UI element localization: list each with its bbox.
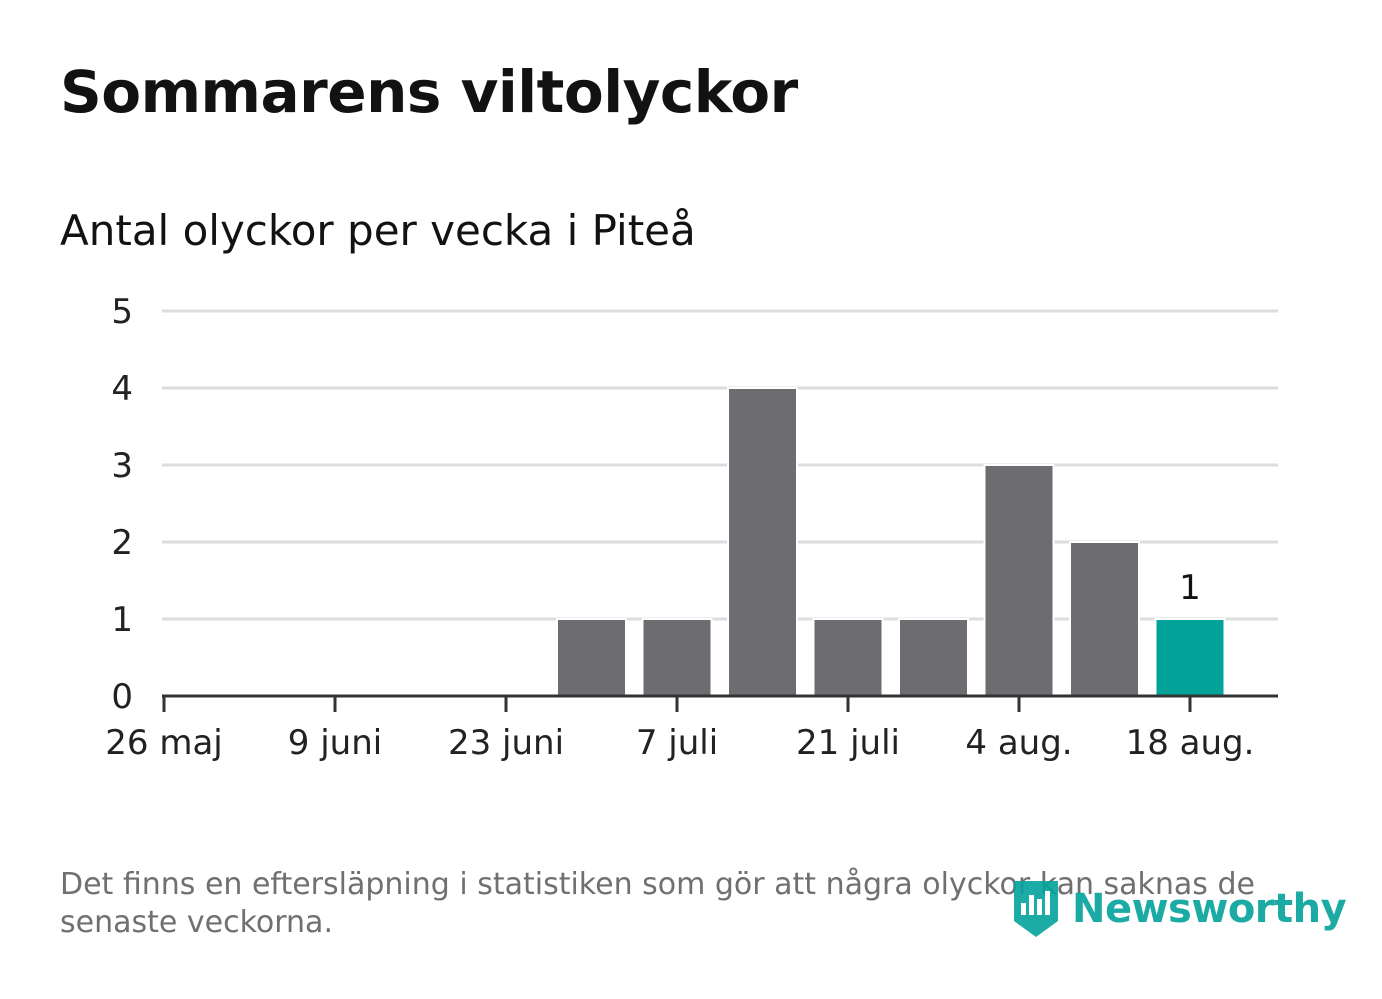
x-tick-label: 21 juli (796, 723, 900, 763)
bar (641, 618, 713, 697)
chart-title: Sommarens viltolyckor (60, 58, 798, 126)
chart-subtitle: Antal olyckor per vecka i Piteå (60, 206, 696, 255)
data-label: 1 (1179, 568, 1201, 608)
y-tick-label: 5 (111, 292, 133, 332)
y-tick-label: 1 (111, 600, 133, 640)
x-tick-label: 18 aug. (1126, 723, 1255, 763)
x-tick-label: 7 juli (636, 723, 718, 763)
y-tick-label: 3 (111, 446, 133, 486)
newsworthy-logo: Newsworthy (1010, 876, 1347, 942)
bar (556, 618, 627, 697)
x-tick-label: 26 maj (105, 723, 222, 763)
y-tick-label: 4 (111, 369, 133, 409)
newsworthy-logo-icon (1014, 881, 1058, 937)
bar (1069, 541, 1140, 697)
x-tick-label: 4 aug. (965, 723, 1072, 763)
y-tick-label: 0 (111, 677, 133, 717)
y-tick-label: 2 (111, 523, 133, 563)
bar (983, 464, 1055, 697)
x-tick-label: 23 juni (448, 723, 564, 763)
x-tick-label: 9 juni (288, 723, 382, 763)
bar (812, 618, 884, 697)
bar-highlight (1154, 618, 1226, 697)
bar (898, 618, 969, 697)
brand-name: Newsworthy (1072, 886, 1347, 932)
bar (727, 387, 798, 697)
